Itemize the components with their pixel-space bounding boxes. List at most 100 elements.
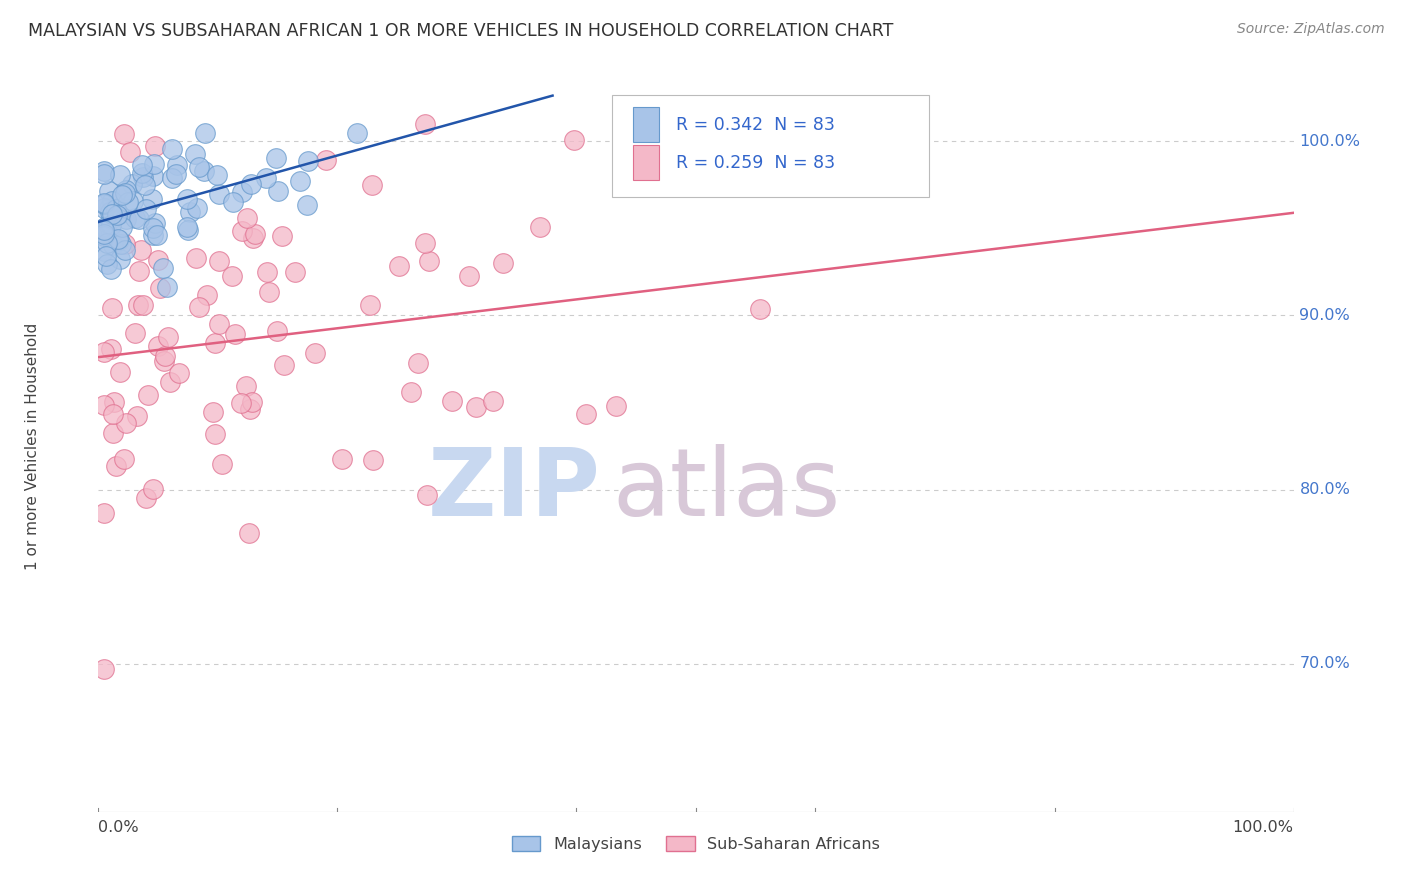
- Point: [194, 126, 217, 140]
- Point: [187, 300, 209, 314]
- Point: [94, 249, 117, 263]
- Point: [118, 145, 141, 159]
- Point: [406, 355, 429, 369]
- Text: 0.0%: 0.0%: [98, 821, 139, 836]
- Point: [124, 211, 146, 225]
- Point: [100, 343, 122, 357]
- Text: Source: ZipAtlas.com: Source: ZipAtlas.com: [1237, 22, 1385, 37]
- Point: [271, 228, 294, 243]
- Point: [93, 167, 115, 181]
- Point: [135, 491, 157, 506]
- Point: [93, 221, 115, 235]
- Text: R = 0.342  N = 83: R = 0.342 N = 83: [676, 116, 835, 134]
- Point: [129, 243, 152, 257]
- Text: 100.0%: 100.0%: [1299, 134, 1361, 149]
- Point: [108, 168, 131, 182]
- Point: [134, 178, 156, 192]
- Point: [93, 220, 115, 235]
- Point: [166, 157, 188, 171]
- Point: [145, 227, 167, 242]
- Point: [330, 451, 353, 466]
- Point: [184, 252, 207, 266]
- Point: [176, 219, 198, 234]
- Point: [121, 177, 143, 191]
- Point: [204, 426, 226, 441]
- Point: [114, 186, 136, 201]
- Text: atlas: atlas: [613, 444, 841, 536]
- Point: [242, 230, 264, 244]
- Point: [93, 197, 115, 211]
- Point: [240, 395, 263, 409]
- Point: [575, 408, 598, 422]
- Point: [111, 187, 134, 202]
- Point: [167, 366, 190, 380]
- Point: [239, 402, 262, 417]
- Point: [107, 232, 129, 246]
- Point: [529, 219, 551, 234]
- Point: [273, 358, 295, 372]
- Point: [114, 243, 136, 257]
- Point: [143, 216, 166, 230]
- Point: [142, 228, 165, 243]
- Point: [142, 169, 165, 184]
- Point: [96, 235, 118, 250]
- Point: [231, 224, 253, 238]
- Point: [188, 161, 211, 175]
- Point: [256, 265, 278, 279]
- Point: [104, 459, 127, 474]
- Point: [93, 222, 115, 236]
- Point: [399, 384, 422, 399]
- Point: [195, 288, 218, 302]
- Point: [93, 227, 115, 241]
- Point: [748, 302, 770, 317]
- Text: 70.0%: 70.0%: [1299, 657, 1350, 671]
- Point: [254, 170, 277, 185]
- Point: [100, 262, 122, 277]
- Point: [128, 212, 150, 227]
- Point: [236, 211, 259, 225]
- Point: [360, 178, 382, 192]
- Point: [238, 526, 260, 541]
- Point: [264, 151, 287, 165]
- Point: [159, 375, 181, 389]
- Point: [156, 280, 179, 294]
- Point: [224, 327, 246, 342]
- Point: [304, 346, 326, 360]
- Point: [101, 408, 124, 422]
- Point: [96, 257, 118, 271]
- Point: [176, 192, 198, 206]
- Point: [288, 174, 311, 188]
- Point: [153, 349, 176, 363]
- Point: [418, 253, 440, 268]
- Point: [160, 170, 183, 185]
- Point: [105, 202, 128, 216]
- Text: 80.0%: 80.0%: [1299, 482, 1350, 497]
- Point: [111, 220, 134, 235]
- Point: [179, 204, 201, 219]
- Point: [101, 425, 124, 440]
- Point: [221, 268, 243, 283]
- Point: [93, 202, 115, 216]
- Point: [127, 297, 149, 311]
- Point: [267, 184, 290, 198]
- Point: [204, 335, 226, 350]
- Point: [207, 169, 229, 183]
- Point: [295, 198, 318, 212]
- Point: [176, 223, 198, 237]
- Point: [315, 153, 337, 167]
- Point: [93, 229, 115, 244]
- Point: [440, 394, 463, 409]
- Point: [98, 204, 121, 219]
- Point: [359, 298, 381, 312]
- Point: [243, 227, 266, 241]
- Point: [297, 153, 319, 168]
- Text: R = 0.259  N = 83: R = 0.259 N = 83: [676, 154, 835, 172]
- Point: [165, 167, 187, 181]
- Point: [141, 192, 163, 206]
- Point: [127, 409, 149, 424]
- Point: [101, 238, 124, 252]
- Point: [93, 196, 115, 211]
- Point: [114, 237, 136, 252]
- Point: [114, 183, 136, 197]
- Bar: [633, 145, 659, 180]
